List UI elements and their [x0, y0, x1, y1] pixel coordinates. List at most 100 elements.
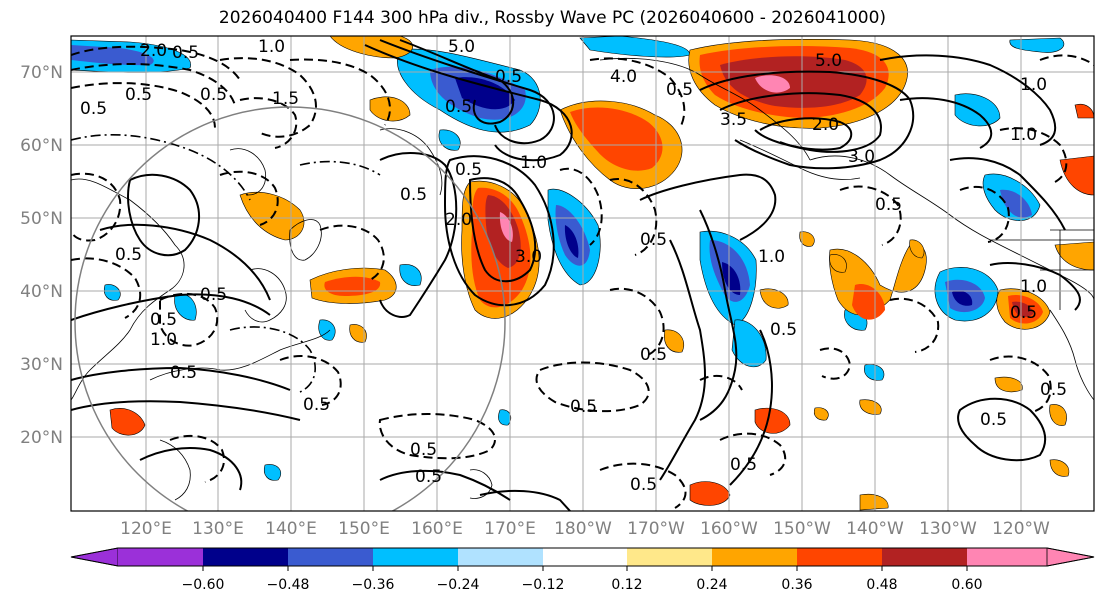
- plot-area: 2.0 0.5 0.5 1.5 0.5 0.5 1.0 5.0 0.5 4.0 …: [71, 36, 1094, 511]
- lon-label: 150°W: [773, 519, 831, 539]
- rossby-wave-dashed-contours: [71, 45, 1094, 509]
- lon-label: 130°W: [919, 519, 977, 539]
- lon-label: 170°W: [627, 519, 685, 539]
- lon-label: 180°W: [554, 519, 612, 539]
- colorbar: −0.60 −0.48 −0.36 −0.24 −0.12 0.12 0.24 …: [70, 547, 1095, 593]
- rossby-wave-zero-contours: [71, 134, 381, 393]
- contour-label: 0.5: [455, 160, 482, 180]
- contour-label: 5.0: [815, 51, 842, 71]
- contour-label: 0.5: [980, 410, 1007, 430]
- latitude-labels: 70°N 60°N 50°N 40°N 30°N 20°N: [20, 63, 63, 448]
- colorbar-ticks: [202, 566, 968, 571]
- lon-label: 160°E: [411, 519, 463, 539]
- colorbar-segment: [458, 548, 543, 566]
- contour-label: 0.5: [200, 85, 227, 105]
- contour-label: 1.0: [758, 247, 785, 267]
- colorbar-extend-right: [1046, 547, 1095, 567]
- contour-label: 0.5: [495, 67, 522, 87]
- contour-label: 1.0: [520, 153, 547, 173]
- contour-label: 0.5: [170, 363, 197, 383]
- contour-label: 0.5: [1040, 380, 1067, 400]
- lat-label: 60°N: [20, 136, 63, 156]
- colorbar-segment: [118, 548, 203, 566]
- graticule: [71, 36, 1094, 511]
- contour-label: 0.5: [200, 285, 227, 305]
- lon-label: 140°W: [846, 519, 904, 539]
- lat-label: 30°N: [20, 355, 63, 375]
- contour-label: 5.0: [448, 37, 475, 57]
- lat-label: 70°N: [20, 63, 63, 83]
- colorbar-tick-label: −0.12: [522, 577, 565, 593]
- colorbar-tick-label: 0.60: [951, 577, 982, 593]
- great-circle-outline: [74, 106, 506, 511]
- colorbar-tick-label: 0.48: [866, 577, 897, 593]
- coastlines: [71, 58, 1094, 501]
- contour-label: 1.5: [272, 89, 299, 109]
- contour-label: 0.5: [570, 397, 597, 417]
- contour-label: 0.5: [400, 185, 427, 205]
- colorbar-outline: [70, 547, 1095, 567]
- colorbar-segment: [627, 548, 712, 566]
- lon-label: 140°E: [265, 519, 317, 539]
- contour-label: 0.5: [303, 395, 330, 415]
- contour-label: 0.5: [770, 320, 797, 340]
- contour-label: 0.5: [445, 97, 472, 117]
- contour-label: 0.5: [410, 440, 437, 460]
- colorbar-segment: [203, 548, 288, 566]
- contour-labels: 2.0 0.5 0.5 1.5 0.5 0.5 1.0 5.0 0.5 4.0 …: [80, 37, 1067, 495]
- map-title: 2026040400 F144 300 hPa div., Rossby Wav…: [218, 8, 887, 28]
- contour-label: 0.5: [80, 99, 107, 119]
- contour-label: 0.5: [730, 455, 757, 475]
- contour-label: 0.5: [150, 310, 177, 330]
- colorbar-extend-left: [70, 547, 119, 567]
- colorbar-tick-label: 0.24: [696, 577, 727, 593]
- rossby-wave-solid-contours: [71, 39, 1081, 511]
- colorbar-tick-label: −0.24: [437, 577, 480, 593]
- contour-label: 0.5: [640, 230, 667, 250]
- contour-label: 0.5: [172, 43, 199, 63]
- colorbar-segment: [967, 548, 1047, 566]
- contour-label: 0.5: [1010, 303, 1037, 323]
- colorbar-segment: [288, 548, 373, 566]
- contour-label: 2.0: [140, 41, 167, 61]
- contour-label: 1.0: [1020, 75, 1047, 95]
- colorbar-tick-label: 0.12: [611, 577, 642, 593]
- contour-label: 0.5: [125, 85, 152, 105]
- colorbar-segment: [543, 548, 627, 566]
- lat-label: 50°N: [20, 209, 63, 229]
- contour-label: 0.5: [630, 475, 657, 495]
- lon-label: 160°W: [700, 519, 758, 539]
- colorbar-tick-label: 0.36: [781, 577, 812, 593]
- contour-label: 0.5: [640, 345, 667, 365]
- contour-label: 2.0: [812, 115, 839, 135]
- contour-label: 1.0: [1010, 125, 1037, 145]
- contour-label: 0.5: [115, 245, 142, 265]
- contour-label: 1.0: [1020, 277, 1047, 297]
- contour-label: 1.0: [258, 37, 285, 57]
- lon-label: 130°E: [192, 519, 244, 539]
- lon-label: 120°W: [992, 519, 1050, 539]
- contour-label: 0.5: [415, 467, 442, 487]
- contour-label: 2.0: [445, 210, 472, 230]
- contour-label: 4.0: [610, 67, 637, 87]
- lat-label: 20°N: [20, 428, 63, 448]
- contour-label: 3.0: [848, 147, 875, 167]
- lat-label: 40°N: [20, 282, 63, 302]
- contour-label: 3.5: [720, 110, 747, 130]
- colorbar-segment: [797, 548, 882, 566]
- contour-label: 3.0: [515, 247, 542, 267]
- lon-label: 120°E: [120, 519, 172, 539]
- lon-label: 170°E: [484, 519, 536, 539]
- contour-label: 0.5: [666, 80, 693, 100]
- colorbar-tick-label: −0.60: [182, 577, 225, 593]
- colorbar-tick-label: −0.48: [267, 577, 310, 593]
- contour-label: 0.5: [875, 195, 902, 215]
- colorbar-segment: [373, 548, 458, 566]
- colorbar-segment: [712, 548, 797, 566]
- longitude-labels: 120°E 130°E 140°E 150°E 160°E 170°E 180°…: [120, 519, 1050, 539]
- plot-frame: [70, 35, 1095, 512]
- colorbar-segment: [882, 548, 967, 566]
- contour-label: 1.0: [150, 330, 177, 350]
- lon-label: 150°E: [338, 519, 390, 539]
